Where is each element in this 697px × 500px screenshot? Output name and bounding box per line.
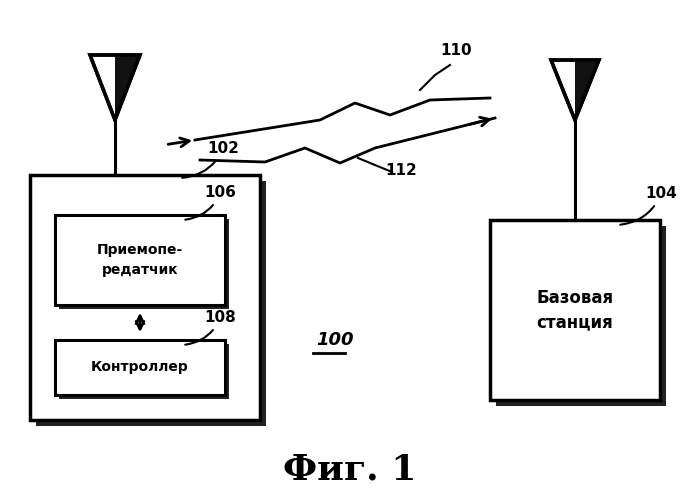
Text: 110: 110 xyxy=(440,43,472,58)
Polygon shape xyxy=(90,55,140,120)
Text: Контроллер: Контроллер xyxy=(91,360,189,374)
Text: 108: 108 xyxy=(185,310,236,344)
Text: Базовая: Базовая xyxy=(537,289,613,307)
Polygon shape xyxy=(115,55,140,120)
Text: 106: 106 xyxy=(185,185,236,220)
Bar xyxy=(490,220,660,400)
Text: Приемопе-: Приемопе- xyxy=(97,243,183,257)
Bar xyxy=(59,219,229,309)
Text: станция: станция xyxy=(537,313,613,331)
Text: редатчик: редатчик xyxy=(102,263,178,277)
Polygon shape xyxy=(551,60,599,120)
Text: Фиг. 1: Фиг. 1 xyxy=(283,453,417,487)
Polygon shape xyxy=(575,60,599,120)
Text: 104: 104 xyxy=(620,186,677,224)
Text: 102: 102 xyxy=(183,141,239,178)
Bar xyxy=(30,175,260,420)
Bar xyxy=(59,344,229,399)
Text: 100: 100 xyxy=(316,331,353,349)
Text: 112: 112 xyxy=(385,163,417,178)
Bar xyxy=(36,181,266,426)
Bar xyxy=(496,226,666,406)
Bar xyxy=(55,340,225,395)
Bar xyxy=(55,215,225,305)
